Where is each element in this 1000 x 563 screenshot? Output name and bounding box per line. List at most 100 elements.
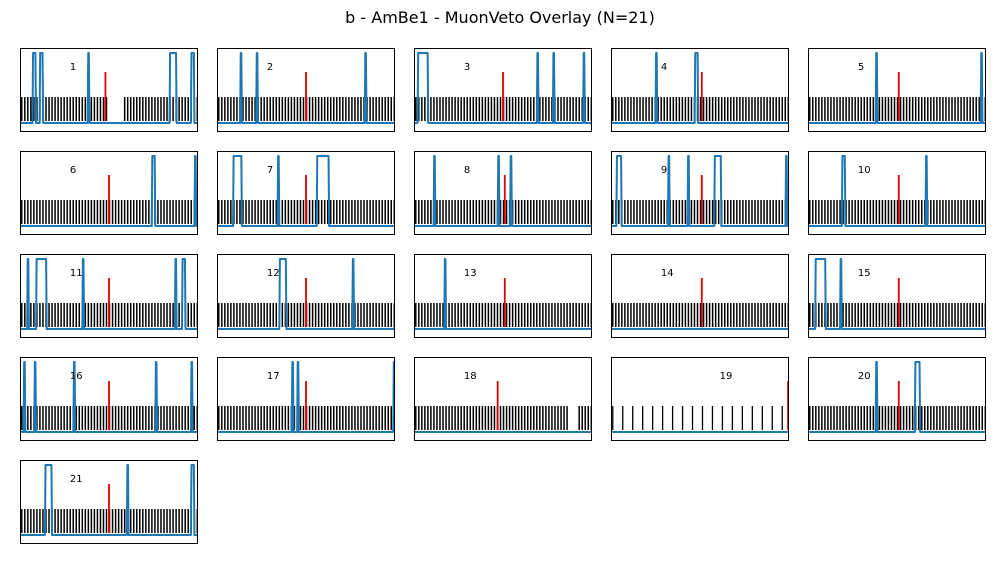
panel-label: 20 — [857, 371, 871, 382]
panel-label: 11 — [69, 268, 83, 279]
subplot-frame — [217, 151, 395, 235]
subplot-panel: 20 — [808, 357, 986, 441]
subplot-canvas — [611, 357, 789, 441]
subplot-canvas — [808, 254, 986, 338]
panel-label: 8 — [463, 165, 471, 176]
subplot-frame — [20, 151, 198, 235]
subplot-frame — [414, 357, 592, 441]
pmt-trace — [808, 52, 986, 124]
subplot-panel: 10 — [808, 151, 986, 235]
panel-label: 12 — [266, 268, 280, 279]
subplot-canvas — [217, 48, 395, 132]
subplot-frame — [20, 48, 198, 132]
pmt-trace — [808, 361, 986, 433]
subplot-canvas — [217, 151, 395, 235]
subplot-panel: 9 — [611, 151, 789, 235]
subplot-canvas — [414, 254, 592, 338]
subplot-panel: 16 — [20, 357, 198, 441]
subplot-panel: 2 — [217, 48, 395, 132]
subplot-canvas — [611, 48, 789, 132]
subplot-panel: 3 — [414, 48, 592, 132]
panel-label: 2 — [266, 62, 274, 73]
panel-label: 1 — [69, 62, 77, 73]
panel-label: 7 — [266, 165, 274, 176]
subplot-panel: 6 — [20, 151, 198, 235]
subplot-canvas — [20, 460, 198, 544]
panel-label: 6 — [69, 165, 77, 176]
panel-label: 15 — [857, 268, 871, 279]
pmt-trace — [217, 155, 395, 227]
subplot-panel: 11 — [20, 254, 198, 338]
pmt-trace — [414, 155, 592, 227]
pmt-trace — [414, 258, 592, 330]
subplot-frame — [611, 48, 789, 132]
subplot-frame — [808, 254, 986, 338]
subplot-panel: 21 — [20, 460, 198, 544]
subplot-frame — [611, 357, 789, 441]
subplot-panel: 19 — [611, 357, 789, 441]
subplot-panel: 7 — [217, 151, 395, 235]
pmt-trace — [808, 258, 986, 330]
subplot-canvas — [808, 48, 986, 132]
pmt-trace — [20, 155, 198, 227]
panel-label: 10 — [857, 165, 871, 176]
subplot-panel: 18 — [414, 357, 592, 441]
panel-label: 17 — [266, 371, 280, 382]
pmt-trace — [611, 155, 789, 227]
subplot-frame — [20, 357, 198, 441]
subplot-panel: 12 — [217, 254, 395, 338]
subplot-frame — [217, 254, 395, 338]
subplot-frame — [808, 151, 986, 235]
panel-label: 14 — [660, 268, 674, 279]
pmt-trace — [808, 155, 986, 227]
subplot-panel: 13 — [414, 254, 592, 338]
panel-label: 19 — [719, 371, 733, 382]
panel-label: 9 — [660, 165, 668, 176]
subplot-panel: 14 — [611, 254, 789, 338]
panel-label: 21 — [69, 474, 83, 485]
pmt-trace — [20, 52, 198, 124]
subplot-panel: 1 — [20, 48, 198, 132]
panel-label: 5 — [857, 62, 865, 73]
subplot-frame — [808, 357, 986, 441]
subplot-panel: 8 — [414, 151, 592, 235]
panel-label: 13 — [463, 268, 477, 279]
subplot-canvas — [20, 357, 198, 441]
subplot-canvas — [414, 151, 592, 235]
panel-label: 16 — [69, 371, 83, 382]
subplot-frame — [20, 460, 198, 544]
subplot-canvas — [20, 151, 198, 235]
subplot-canvas — [808, 151, 986, 235]
subplot-canvas — [217, 357, 395, 441]
subplot-frame — [414, 151, 592, 235]
pmt-trace — [20, 464, 198, 536]
subplot-frame — [414, 254, 592, 338]
subplot-panel: 4 — [611, 48, 789, 132]
subplot-canvas — [808, 357, 986, 441]
subplot-canvas — [414, 48, 592, 132]
subplot-canvas — [611, 151, 789, 235]
panel-label: 18 — [463, 371, 477, 382]
subplot-frame — [217, 357, 395, 441]
subplot-frame — [611, 151, 789, 235]
pmt-trace — [20, 258, 198, 330]
pmt-trace — [217, 361, 395, 433]
subplot-frame — [414, 48, 592, 132]
pmt-trace — [611, 52, 789, 124]
subplot-frame — [20, 254, 198, 338]
subplot-canvas — [414, 357, 592, 441]
subplot-frame — [611, 254, 789, 338]
subplot-canvas — [20, 254, 198, 338]
subplot-panel: 15 — [808, 254, 986, 338]
pmt-trace — [217, 52, 395, 124]
pmt-trace — [20, 361, 198, 433]
subplot-canvas — [217, 254, 395, 338]
subplot-frame — [217, 48, 395, 132]
subplot-panel: 5 — [808, 48, 986, 132]
pmt-trace — [414, 52, 592, 124]
panel-label: 3 — [463, 62, 471, 73]
subplot-canvas — [611, 254, 789, 338]
subplot-canvas — [20, 48, 198, 132]
figure-title: b - AmBe1 - MuonVeto Overlay (N=21) — [345, 8, 655, 27]
